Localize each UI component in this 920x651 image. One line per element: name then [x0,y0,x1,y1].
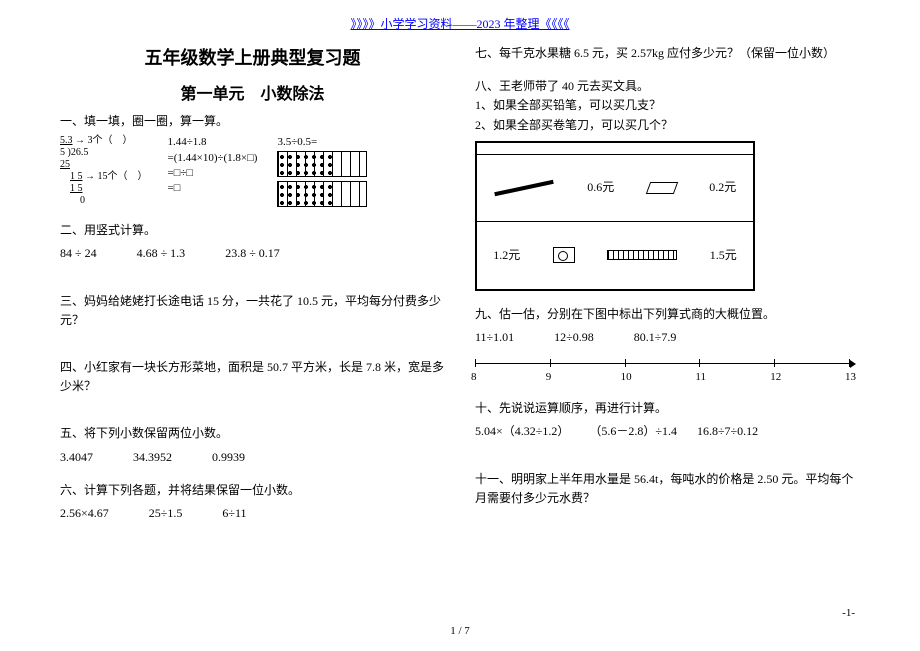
two-column-layout: 五年级数学上册典型复习题 第一单元 小数除法 一、填一填，圈一圈，算一算。 5.… [60,44,860,537]
q9-head: 九、估一估，分别在下图中标出下列算式商的大概位置。 [475,305,860,324]
q9-expr: 11÷1.01 [475,328,514,347]
q6-item: 6÷11 [222,504,246,523]
corner-page-number: -1- [842,607,855,619]
price-ruler: 1.5元 [710,246,737,265]
q2-item: 4.68 ÷ 1.3 [137,244,186,263]
q11: 十一、明明家上半年用水量是 56.4t，每吨水的价格是 2.50 元。平均每个月… [475,470,860,508]
q8-head: 八、王老师带了 40 元去买文具。 [475,77,860,96]
q3: 三、妈妈给姥姥打长途电话 15 分，一共花了 10.5 元，平均每分付费多少元？ [60,292,445,330]
q5-item: 0.9939 [212,448,245,467]
q8: 八、王老师带了 40 元去买文具。 1、如果全部买铅笔，可以买几支？ 2、如果全… [475,77,860,291]
unit-title: 第一单元 小数除法 [60,80,445,104]
abacus-icon [277,181,367,207]
q2-head: 二、用竖式计算。 [60,221,445,240]
q6-head: 六、计算下列各题，并将结果保留一位小数。 [60,481,445,500]
page-footer: 1 / 7 [0,625,920,637]
stationery-box: 0.6元 0.2元 1.2元 1.5元 [475,141,755,291]
q8-l1: 1、如果全部买铅笔，可以买几支？ [475,96,860,115]
q10-item: 16.8÷7÷0.12 [697,422,758,441]
eq-block-1: 1.44÷1.8 =(1.44×10)÷(1.8×□) =□÷□ =□ [168,135,258,197]
q6-item: 25÷1.5 [149,504,183,523]
q2: 二、用竖式计算。 84 ÷ 24 4.68 ÷ 1.3 23.8 ÷ 0.17 [60,221,445,263]
q5-item: 3.4047 [60,448,93,467]
q5: 五、将下列小数保留两位小数。 3.4047 34.3952 0.9939 [60,424,445,466]
q10-head: 十、先说说运算顺序，再进行计算。 [475,399,860,418]
main-title: 五年级数学上册典型复习题 [60,44,445,70]
q10-item: 5.04×（4.32÷1.2） [475,422,569,441]
q9-expr: 80.1÷7.9 [634,328,677,347]
number-line: 8 9 10 11 12 13 [475,355,860,385]
left-column: 五年级数学上册典型复习题 第一单元 小数除法 一、填一填，圈一圈，算一算。 5.… [60,44,445,537]
q5-item: 34.3952 [133,448,172,467]
right-column: 七、每千克水果糖 6.5 元，买 2.57kg 应付多少元？（保留一位小数） 八… [475,44,860,537]
q5-head: 五、将下列小数保留两位小数。 [60,424,445,443]
q10-item: （5.6－2.8）÷1.4 [589,422,677,441]
price-sharpener: 1.2元 [493,246,520,265]
q9-expr: 12÷0.98 [554,328,594,347]
q4: 四、小红家有一块长方形菜地，面积是 50.7 平方米，长是 7.8 米，宽是多少… [60,358,445,396]
eraser-icon [646,182,678,194]
ruler-icon [607,250,677,260]
abacus-icon [277,151,367,177]
q7: 七、每千克水果糖 6.5 元，买 2.57kg 应付多少元？（保留一位小数） [475,44,860,63]
sharpener-icon [553,247,575,263]
eq-block-2: 3.5÷0.5= [277,135,367,206]
q1-head: 一、填一填，圈一圈，算一算。 [60,112,445,131]
q2-item: 84 ÷ 24 [60,244,97,263]
q8-l2: 2、如果全部买卷笔刀，可以买几个？ [475,116,860,135]
q6: 六、计算下列各题，并将结果保留一位小数。 2.56×4.67 25÷1.5 6÷… [60,481,445,523]
q9: 九、估一估，分别在下图中标出下列算式商的大概位置。 11÷1.01 12÷0.9… [475,305,860,385]
pencil-icon [494,180,554,196]
q1: 一、填一填，圈一圈，算一算。 5.3 → 3个（ ） 5 )26.5 25 1 … [60,112,445,207]
q10: 十、先说说运算顺序，再进行计算。 5.04×（4.32÷1.2） （5.6－2.… [475,399,860,441]
long-division: 5.3 → 3个（ ） 5 )26.5 25 1 5 → 15个（ ） 1 5 … [60,135,148,207]
price-pencil: 0.6元 [587,178,614,197]
header-link: 》》》》小学学习资料——2023 年整理《《《《 [60,15,860,32]
price-eraser: 0.2元 [709,178,736,197]
q2-item: 23.8 ÷ 0.17 [225,244,280,263]
q6-item: 2.56×4.67 [60,504,109,523]
